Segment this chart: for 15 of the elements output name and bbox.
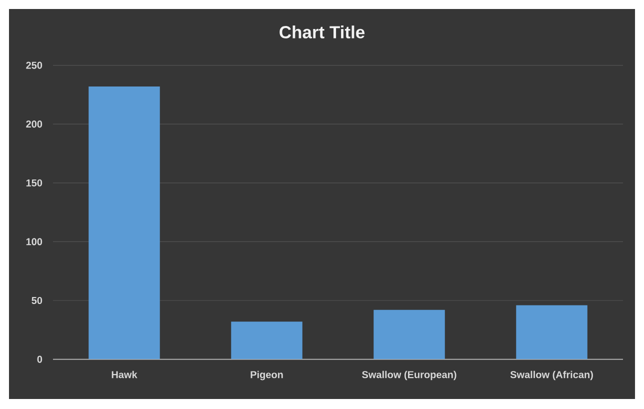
x-tick-label: Pigeon [250, 370, 283, 380]
y-tick-label: 50 [32, 296, 42, 304]
y-tick-label: 100 [26, 238, 42, 246]
y-tick-label: 250 [26, 62, 42, 69]
y-tick-label: 200 [26, 120, 42, 128]
bar [516, 305, 588, 360]
y-tick-label: 0 [37, 356, 42, 363]
chart-title: Chart Title [280, 26, 365, 38]
x-tick-label: Swallow (European) [362, 370, 456, 380]
bar [374, 310, 445, 360]
x-tick-label: Hawk [112, 370, 138, 378]
x-tick-label: Swallow (African) [510, 370, 593, 380]
y-tick-label: 150 [26, 179, 42, 186]
bar [88, 86, 160, 360]
bar [231, 322, 302, 360]
